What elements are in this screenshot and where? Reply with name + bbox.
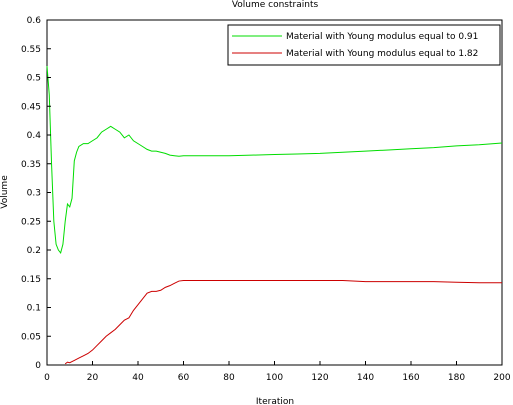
y-tick-label: 0.15 [21, 275, 41, 285]
x-tick-label: 200 [493, 373, 510, 383]
y-tick-label: 0.25 [21, 217, 41, 227]
chart-title: Volume constraints [232, 0, 319, 10]
x-tick-label: 100 [266, 373, 283, 383]
legend-label-series-2: Material with Young modulus equal to 1.8… [286, 49, 478, 59]
x-tick-label: 140 [357, 373, 374, 383]
plot-area: 0 20 40 60 80 100 120 140 160 180 200 0 0.05 0.1 0.15… [21, 16, 511, 383]
y-tick-label: 0.5 [27, 74, 41, 84]
legend: Material with Young modulus equal to 0.9… [227, 24, 501, 66]
x-tick-label: 0 [44, 373, 50, 383]
y-tick-label: 0.45 [21, 102, 41, 112]
y-tick-label: 0.4 [27, 131, 42, 141]
x-axis-label: Iteration [256, 397, 294, 405]
y-tick-label: 0.55 [21, 45, 41, 55]
x-tick-label: 40 [132, 373, 144, 383]
x-tick-label: 180 [448, 373, 465, 383]
y-axis-label: Volume [0, 175, 10, 209]
y-tick-label: 0.05 [21, 332, 41, 342]
y-tick-label: 0.6 [27, 16, 42, 26]
x-tick-label: 20 [87, 373, 99, 383]
y-tick-label: 0 [35, 361, 41, 371]
series-layer [46, 65, 503, 365]
series-line-1 [46, 65, 503, 254]
plot-frame [46, 19, 503, 366]
x-axis-ticks: 0 20 40 60 80 100 120 140 160 180 200 [44, 361, 511, 383]
legend-box [227, 24, 501, 66]
x-tick-label: 160 [402, 373, 419, 383]
y-tick-label: 0.35 [21, 160, 41, 170]
y-tick-label: 0.3 [27, 189, 41, 199]
x-tick-label: 60 [178, 373, 190, 383]
x-tick-label: 80 [223, 373, 235, 383]
y-tick-label: 0.2 [27, 246, 41, 256]
series-line-2 [64, 279, 502, 365]
x-tick-label: 120 [311, 373, 328, 383]
legend-label-series-1: Material with Young modulus equal to 0.9… [286, 32, 478, 42]
y-axis-ticks: 0 0.05 0.1 0.15 0.2 0.25 0.3 0.35 0.4 0.45 0.5 0.55… [21, 16, 51, 371]
y-tick-label: 0.1 [27, 304, 41, 314]
